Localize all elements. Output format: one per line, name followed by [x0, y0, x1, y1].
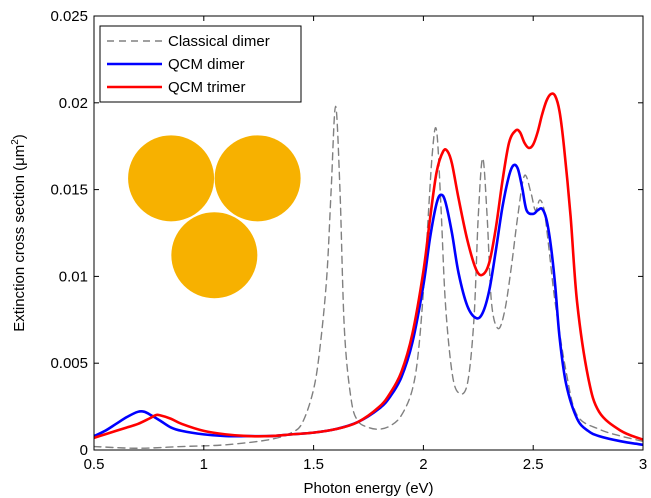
y-tick-label: 0.025: [50, 8, 88, 25]
series-line-qcm-dimer: [94, 163, 643, 447]
y-tick-label: 0.01: [59, 268, 88, 285]
y-axis-label-sup: 2: [10, 139, 21, 145]
trimer-inset: [128, 135, 301, 299]
y-axis-label-prefix: Extinction cross section (: [11, 166, 28, 332]
x-tick-label: 0.5: [84, 456, 105, 473]
series-layer: [94, 92, 643, 449]
legend-label: QCM trimer: [168, 79, 246, 96]
y-tick-label: 0: [80, 442, 88, 459]
y-axis-label-unit: μm: [11, 145, 28, 166]
axis-ticks: 0.5 1 1.5 2 2.5 3 0 0.005 0.01 0.015 0.02 0.025: [50, 8, 647, 473]
series-line-qcm-trimer: [94, 92, 643, 441]
plot-area-frame: [93, 15, 644, 451]
x-axis-label: Photon energy (eV): [303, 480, 433, 497]
legend: Classical dimer QCM dimer QCM trimer: [99, 25, 302, 103]
y-tick-label: 0.005: [50, 355, 88, 372]
y-axis-label-suffix: ): [11, 134, 28, 139]
y-tick-label: 0.02: [59, 95, 88, 112]
nanosphere-1: [128, 135, 215, 222]
x-tick-label: 3: [639, 456, 647, 473]
y-axis-label: Extinction cross section (μm2): [10, 134, 28, 332]
x-tick-label: 2.5: [523, 456, 544, 473]
legend-label: QCM dimer: [168, 56, 245, 73]
x-tick-label: 1: [200, 456, 208, 473]
legend-label: Classical dimer: [168, 33, 270, 50]
x-tick-label: 1.5: [303, 456, 324, 473]
nanosphere-2: [214, 135, 301, 222]
nanosphere-3: [171, 212, 258, 299]
y-tick-label: 0.015: [50, 182, 88, 199]
series-line-classical-dimer: [94, 105, 643, 449]
x-tick-label: 2: [419, 456, 427, 473]
